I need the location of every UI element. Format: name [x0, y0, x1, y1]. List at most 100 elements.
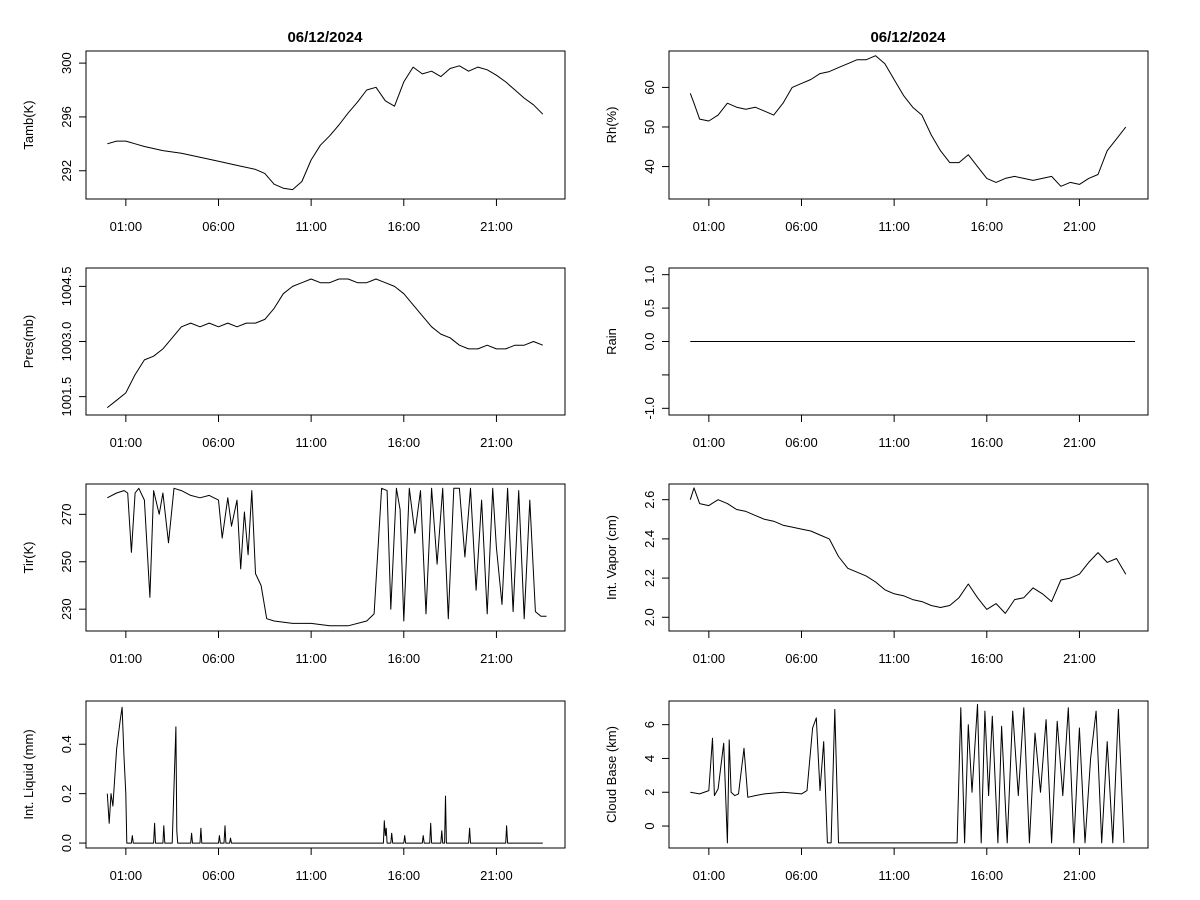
y-tick-label: 0.0	[642, 332, 657, 350]
y-tick-label: 1.0	[642, 266, 657, 284]
plot-frame	[85, 483, 566, 632]
x-tick-label: 01:00	[110, 435, 143, 450]
x-tick-label: 01:00	[693, 435, 726, 450]
x-tick-label: 11:00	[878, 868, 910, 883]
panel-tir: 01:00 06:00 11:00 16:00 21:00 230 250 270 Tir(K)	[21, 483, 566, 666]
y-tick-label: 2.6	[642, 491, 657, 509]
y-axis-label: Cloud Base (km)	[604, 726, 619, 823]
x-tick-label: 16:00	[388, 219, 421, 234]
x-tick-label: 11:00	[878, 435, 910, 450]
series-line-pres	[106, 278, 543, 408]
x-tick-label: 06:00	[202, 435, 235, 450]
plot-frame	[668, 700, 1149, 849]
column-title-left: 06/12/2024	[287, 29, 363, 46]
series-line-liquid	[106, 706, 543, 844]
y-tick-label: 2	[642, 789, 657, 796]
x-tick-label: 01:00	[110, 219, 143, 234]
y-axis-label: Int. Vapor (cm)	[604, 515, 619, 600]
y-axis-label: Tir(K)	[21, 541, 36, 573]
y-tick-label: 6	[642, 721, 657, 728]
y-tick-label: 230	[59, 598, 74, 620]
panel-tamb: 01:00 06:00 11:00 16:00 21:00 292 296 300 Tamb(K…	[21, 50, 566, 234]
x-tick-label: 06:00	[785, 651, 818, 666]
x-tick-label: 16:00	[388, 651, 421, 666]
x-tick-label: 16:00	[388, 868, 421, 883]
x-tick-label: 11:00	[295, 868, 327, 883]
x-tick-label: 21:00	[480, 868, 513, 883]
x-tick-label: 01:00	[110, 868, 143, 883]
y-axis-label: Rain	[604, 328, 619, 355]
panel-cloudbase: 01:00 06:00 11:00 16:00 21:00 0 2 4 6 Cloud Base …	[604, 700, 1149, 883]
x-tick-label: 06:00	[785, 219, 818, 234]
y-tick-label: 60	[642, 80, 657, 94]
y-tick-label: 0	[642, 822, 657, 829]
y-tick-label: -1.0	[642, 397, 657, 419]
y-tick-label: 1004.5	[59, 266, 74, 306]
x-tick-label: 21:00	[480, 219, 513, 234]
x-tick-label: 01:00	[693, 219, 726, 234]
y-axis-label: Pres(mb)	[21, 315, 36, 368]
y-tick-label: 300	[59, 52, 74, 74]
x-tick-label: 21:00	[1063, 651, 1096, 666]
panel-liquid: 01:00 06:00 11:00 16:00 21:00 0.0 0.2 0.4 Int. L…	[21, 700, 566, 883]
series-line-tir	[107, 487, 547, 627]
x-tick-label: 11:00	[295, 651, 327, 666]
y-axis-label: Rh(%)	[604, 107, 619, 144]
y-tick-label: 4	[642, 755, 657, 762]
plot-frame	[85, 50, 566, 200]
y-tick-label: 1003.0	[59, 322, 74, 362]
panel-rh: 01:00 06:00 11:00 16:00 21:00 40 50 60 Rh(%)	[604, 50, 1149, 234]
x-tick-label: 06:00	[785, 435, 818, 450]
series-line-rh	[689, 55, 1127, 187]
series-line-cloudbase	[690, 703, 1125, 844]
x-tick-label: 06:00	[202, 651, 235, 666]
panel-vapor: 01:00 06:00 11:00 16:00 21:00 2.0 2.2 2.4 2.6 Int…	[604, 483, 1149, 666]
y-tick-label: 2.0	[642, 608, 657, 626]
y-tick-label: 2.2	[642, 569, 657, 587]
x-tick-label: 21:00	[480, 651, 513, 666]
plot-frame	[85, 267, 566, 416]
x-tick-label: 21:00	[1063, 219, 1096, 234]
x-tick-label: 06:00	[202, 219, 235, 234]
y-tick-label: 292	[59, 160, 74, 182]
panel-pres: 01:00 06:00 11:00 16:00 21:00 1001.5 1003.0 100…	[21, 266, 566, 450]
y-tick-label: 0.5	[642, 299, 657, 317]
x-tick-label: 16:00	[971, 651, 1004, 666]
y-axis-label: Tamb(K)	[21, 100, 36, 149]
y-tick-label: 250	[59, 551, 74, 573]
x-tick-label: 06:00	[785, 868, 818, 883]
x-tick-label: 11:00	[878, 651, 910, 666]
plot-frame	[668, 483, 1149, 632]
x-tick-label: 11:00	[295, 435, 327, 450]
y-tick-label: 50	[642, 120, 657, 134]
x-tick-label: 06:00	[202, 868, 235, 883]
plot-frame	[668, 50, 1149, 200]
y-tick-label: 1001.5	[59, 377, 74, 417]
x-tick-label: 01:00	[693, 868, 726, 883]
x-tick-label: 16:00	[971, 219, 1004, 234]
x-tick-label: 01:00	[110, 651, 143, 666]
y-tick-label: 0.4	[59, 735, 74, 753]
y-tick-label: 40	[642, 159, 657, 173]
x-tick-label: 11:00	[878, 219, 910, 234]
column-title-right: 06/12/2024	[870, 29, 946, 46]
y-tick-label: 0.0	[59, 834, 74, 852]
panel-rain: 01:00 06:00 11:00 16:00 21:00 -1.0 0.0 0.5 1.0 Ra…	[604, 266, 1149, 450]
series-line-tamb	[107, 65, 544, 191]
y-axis-label: Int. Liquid (mm)	[21, 729, 36, 819]
x-tick-label: 21:00	[480, 435, 513, 450]
y-tick-label: 2.4	[642, 530, 657, 548]
y-tick-label: 0.2	[59, 785, 74, 803]
x-tick-label: 21:00	[1063, 868, 1096, 883]
x-tick-label: 11:00	[295, 219, 327, 234]
plot-frame	[85, 700, 566, 849]
y-tick-label: 296	[59, 106, 74, 128]
x-tick-label: 16:00	[971, 868, 1004, 883]
x-tick-label: 16:00	[388, 435, 421, 450]
y-tick-label: 270	[59, 503, 74, 525]
x-tick-label: 21:00	[1063, 435, 1096, 450]
x-tick-label: 01:00	[693, 651, 726, 666]
series-line-vapor	[689, 487, 1127, 614]
x-tick-label: 16:00	[971, 435, 1004, 450]
